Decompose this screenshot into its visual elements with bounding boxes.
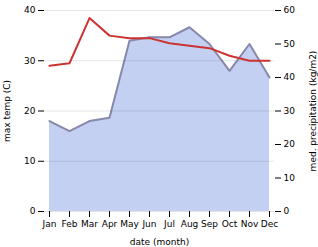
svg-text:Jun: Jun: [141, 219, 156, 229]
svg-text:Jul: Jul: [163, 219, 175, 229]
svg-text:Sep: Sep: [201, 219, 218, 229]
svg-text:max temp (C): max temp (C): [2, 80, 12, 142]
svg-text:May: May: [120, 219, 139, 229]
svg-text:0: 0: [284, 206, 290, 216]
svg-text:Oct: Oct: [222, 219, 238, 229]
svg-text:0: 0: [30, 206, 36, 216]
svg-text:Dec: Dec: [261, 219, 278, 229]
svg-text:50: 50: [284, 39, 296, 49]
svg-text:40: 40: [24, 5, 36, 15]
svg-text:20: 20: [24, 106, 36, 116]
svg-text:Jan: Jan: [42, 219, 57, 229]
svg-text:60: 60: [284, 5, 296, 15]
svg-text:Feb: Feb: [62, 219, 78, 229]
svg-text:40: 40: [284, 72, 296, 82]
svg-text:10: 10: [284, 173, 296, 183]
svg-text:Nov: Nov: [241, 219, 259, 229]
svg-text:30: 30: [24, 56, 36, 66]
svg-text:Apr: Apr: [102, 219, 118, 229]
svg-text:med. precipitation (kg/m2): med. precipitation (kg/m2): [308, 51, 318, 172]
svg-text:Aug: Aug: [181, 219, 199, 229]
svg-text:30: 30: [284, 106, 296, 116]
svg-text:20: 20: [284, 139, 296, 149]
svg-text:date (month): date (month): [130, 237, 189, 247]
svg-text:10: 10: [24, 156, 36, 166]
svg-text:Mar: Mar: [81, 219, 98, 229]
